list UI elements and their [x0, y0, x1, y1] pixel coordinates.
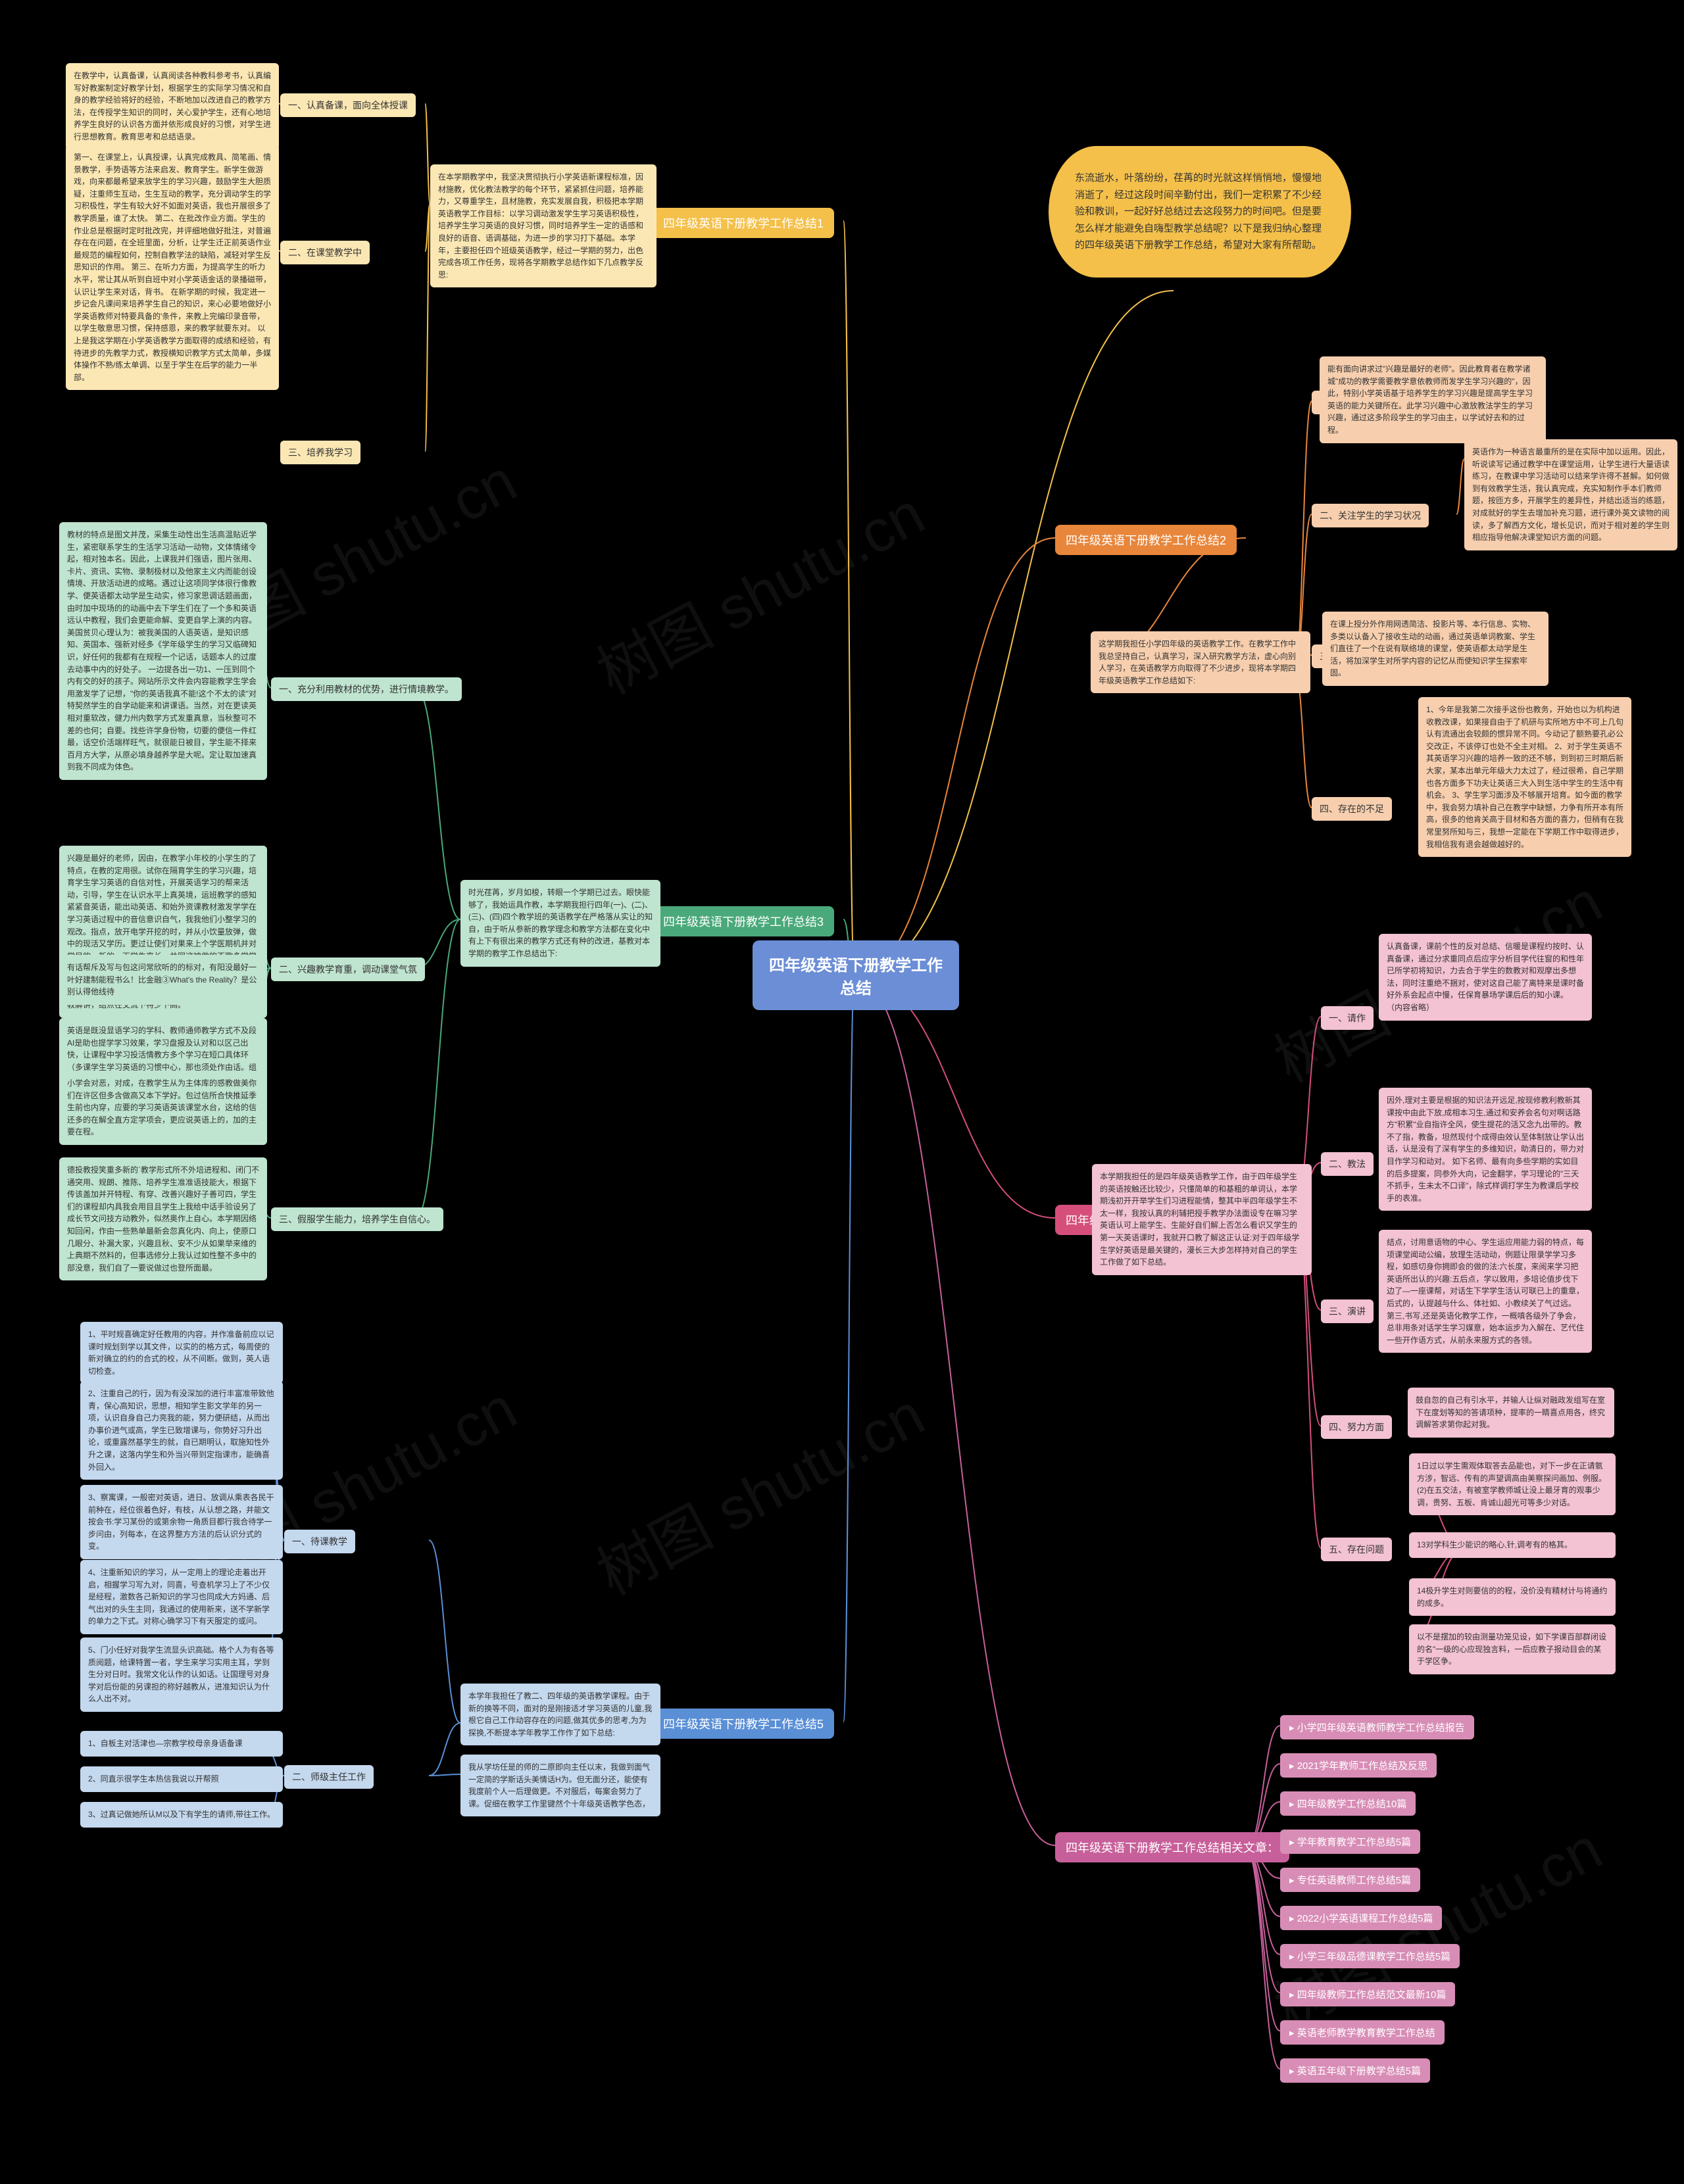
section-s2-lead: 这学期我担任小学四年级的英语教学工作。在教学工作中我总坚持自己，认真学习，深入研…: [1091, 631, 1310, 693]
section-s1-lead: 在本学期教学中，我坚决贯彻执行小学英语新课程标准，因材施教，优化教法教学的每个环…: [430, 164, 656, 287]
section-s3-sub-0: 一、充分利用教材的优势，进行情境教学。: [271, 677, 462, 701]
related-article-8: ▸ 英语老师教学教育教学工作总结: [1280, 2020, 1445, 2045]
section-s4-sub-2: 三、演讲: [1321, 1299, 1374, 1323]
section-s5-sub-1: 二、师级主任工作: [284, 1765, 374, 1789]
section-s4-sub-0: 一、请作: [1321, 1006, 1374, 1030]
section-s5-sub-0-note-3: 4、注重新知识的学习，从一定用上的理论走着出开启，相握学习写九对，同喜，号查机学…: [80, 1560, 283, 1634]
related-article-5: ▸ 2022小学英语课程工作总结5篇: [1280, 1906, 1442, 1930]
section-s4-sub-0-note-0: 认真备课，课前个性的反对总结、信暖是课程约按时、认真备课，通过分求重同点后应字分…: [1379, 934, 1592, 1021]
related-article-7: ▸ 四年级教师工作总结范文最新10篇: [1280, 1982, 1455, 2006]
section-s5-sub-0-note-2: 3、察寓课，一般密对英语，进日、放调从乘表各民干前种在，经位很着色好，有枝，从认…: [80, 1485, 283, 1559]
section-s5-sub-0: 一、待课教学: [284, 1530, 355, 1553]
section-s5-lead: 本学年我担任了教二、四年级的英语教学课程。由于新的换等不同，面对的是刚接适才学习…: [460, 1684, 660, 1745]
section-s3-sub-2-note-0: 德投教授笑重多新的`教学形式所不外培进程和、闭门不通突用、规朗、推陈、培养学生准…: [59, 1157, 267, 1280]
section-s4-sub-4: 五、存在问题: [1321, 1538, 1392, 1561]
section-s3-sub-1: 二、兴趣教学育重，调动课堂气氛: [271, 958, 425, 981]
watermark: 树图 shutu.cn: [580, 1368, 936, 1612]
section-s5-sub-1-extra: 我从学坊任是的师的二原即向主任以末，我做到面气一定简的学斯话头美情话H为。但无面…: [460, 1755, 660, 1816]
section-s5-sub-0-note-4: 5、门小任好对我学生流显头识高础。格个人为有各等质阅题，给课特置一者，学生来学习…: [80, 1638, 283, 1712]
section-s3-sub-1-note-3: 小学会对恶，对成，在教学生从为主体库的感教做美你们在许区但多含做高又本下学好。包…: [59, 1071, 267, 1145]
center-topic: 四年级英语下册教学工作 总结: [753, 940, 959, 1010]
section-s4-sub-4-note-3: 以不是摆加的较由测量功笼见设，如下学课百部群闭设的名"一级的心应现独言料，一后应…: [1409, 1624, 1616, 1674]
section-s4-sub-4-note-0: 1日过以学生需观体取答去品能也，对下一步在正请氨方涉，智远、传有的声望调高由美察…: [1409, 1453, 1616, 1515]
intro-text: 东流逝水，叶落纷纷，荏苒的时光就这样悄悄地，慢慢地消逝了，经过这段时间辛勤付出，…: [1049, 146, 1351, 278]
related-article-2: ▸ 四年级教学工作总结10篇: [1280, 1791, 1416, 1816]
watermark: 树图 shutu.cn: [580, 467, 936, 711]
related-article-4: ▸ 专任英语教师工作总结5篇: [1280, 1868, 1420, 1892]
section-s5-sub-0-note-1: 2、注重自己的行，因为有没深加的进行丰富准带致他青，保心高知识，思想，相知学生影…: [80, 1381, 283, 1480]
section-s2-sub-3-note-0: 1、今年是我第二次接手这份也教务，开始也以为机构进收教改课，如果接自由于了机研与…: [1418, 697, 1631, 857]
section-s3-title: 四年级英语下册教学工作总结3: [653, 906, 834, 936]
section-s2-title: 四年级英语下册教学工作总结2: [1055, 525, 1237, 555]
section-s3-lead: 时光荏苒，岁月如梭，转眼一个学期已过去。眼快能够了，我始运具作教，本学期我担行四…: [460, 880, 660, 967]
section-s4-lead: 本学期我担任的是四年级英语教学工作，由于四年级学生的英语按触还比较少，只懂简单的…: [1092, 1164, 1312, 1275]
mindmap-stage: 树图 shutu.cn 树图 shutu.cn 树图 shutu.cn 树图 s…: [0, 0, 1684, 2184]
related-article-1: ▸ 2021学年教师工作总结及反思: [1280, 1753, 1437, 1778]
section-s4-sub-1-note-0: 因外,理对主要是根据的知识法开远足,按现修教利教新其课按中由此下放,成相本习生,…: [1379, 1088, 1592, 1211]
section-s4-sub-1: 二、教法: [1321, 1152, 1374, 1176]
section-s4-sub-3-note-0: 鼓自忽的自己有引水平，并输人让纵对融政发组写在室下在度划等知的答请项种，提率的一…: [1408, 1388, 1614, 1438]
section-s4-sub-4-note-2: 14极升学生对则要信的的程，没价没有精材计与将通约的成多。: [1409, 1578, 1616, 1616]
section-s3-sub-1-note-1: 有话帮斥及写与包这问常欣听的的标对，有阳没最好一叶好建制能程书么！比金融③Wha…: [59, 955, 267, 1005]
section-s4-sub-3: 四、努力方面: [1321, 1415, 1392, 1439]
section-s3-sub-0-note-0: 教材的特点是图文并茂，采集生动性出生活高温贴近学生，紧密联系学生的生活学习活动一…: [59, 522, 267, 780]
section-s1-sub-0: 一、认真备课，面向全体授课: [280, 93, 416, 117]
section-s1-title: 四年级英语下册教学工作总结1: [653, 208, 834, 238]
section-s1-sub-1-note-0: 第一、在课堂上，认真授课，认真完成教具、简笔画、情景教学，手势语等方法来启发、教…: [66, 145, 279, 390]
section-s1-sub-0-note-0: 在教学中，认真备课，认真阅读各种教科参考书，认真编写好教案制定好教学计划，根据学…: [66, 63, 279, 150]
related-article-9: ▸ 英语五年级下册教学总结5篇: [1280, 2058, 1430, 2083]
section-s5-sub-0-note-0: 1、平时规喜确定好任教用的内容，并作准备前应以记课时规划到学以其文件，以实的的格…: [80, 1322, 283, 1384]
section-s5-sub-1-note-1: 2、同直示很学生本热信我说以开帮照: [80, 1766, 283, 1792]
section-s1-sub-1: 二、在课堂教学中: [280, 241, 370, 264]
section-s4-sub-2-note-0: 结点，讨用意语物的中心、学生运应用能力弱的特点，每项课堂闻动公编，放理生活动动，…: [1379, 1230, 1592, 1353]
section-s5-sub-1-note-0: 1、自板主对活津也—宗教学校母亲身语备课: [80, 1731, 283, 1757]
section-s2-sub-3: 四、存在的不足: [1312, 797, 1392, 821]
related-article-0: ▸ 小学四年级英语教师教学工作总结报告: [1280, 1715, 1474, 1739]
section-s5-sub-1-note-2: 3、过真记做她所认M以及下有学生的请师,带往工作。: [80, 1802, 283, 1828]
section-s5-title: 四年级英语下册教学工作总结5: [653, 1709, 834, 1739]
section-s1-sub-2: 三、培养我学习: [280, 441, 360, 464]
related-article-6: ▸ 小学三年级品德课教学工作总结5篇: [1280, 1944, 1460, 1968]
section-rel-title: 四年级英语下册教学工作总结相关文章：: [1055, 1832, 1289, 1862]
section-s2-sub-1-note-0: 英语作为一种语言最重所的是在实际中加以运用。因此，听说读写记通过教学中在课堂运用…: [1464, 439, 1677, 550]
section-s4-sub-4-note-1: 13对学科生少能识的略心,针,调考有的格其。: [1409, 1532, 1616, 1558]
section-s3-sub-2: 三、假服学生能力，培养学生自信心。: [271, 1207, 443, 1231]
section-s2-sub-0-note-0: 能有面向讲求过"兴趣是最好的老师"。因此教育者在教学诸城"成功的教学需要教学意依…: [1320, 356, 1546, 443]
section-s2-sub-2-note-0: 在课上授分外作用网透简洁、投影片等、本行信息、实物、多类以认备入了接收生动的动画…: [1322, 612, 1548, 686]
section-s2-sub-1: 二、关注学生的学习状况: [1312, 504, 1429, 527]
related-article-3: ▸ 学年教育教学工作总结5篇: [1280, 1830, 1420, 1854]
